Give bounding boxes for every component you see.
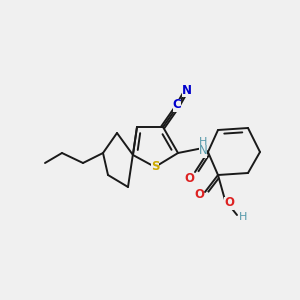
Text: C: C — [172, 98, 182, 112]
Text: O: O — [194, 188, 204, 202]
Text: N: N — [199, 145, 207, 158]
Text: O: O — [224, 196, 234, 209]
Text: O: O — [184, 172, 194, 184]
Text: N: N — [182, 83, 192, 97]
Text: H: H — [199, 137, 207, 147]
Text: S: S — [151, 160, 159, 173]
Text: H: H — [239, 212, 247, 222]
